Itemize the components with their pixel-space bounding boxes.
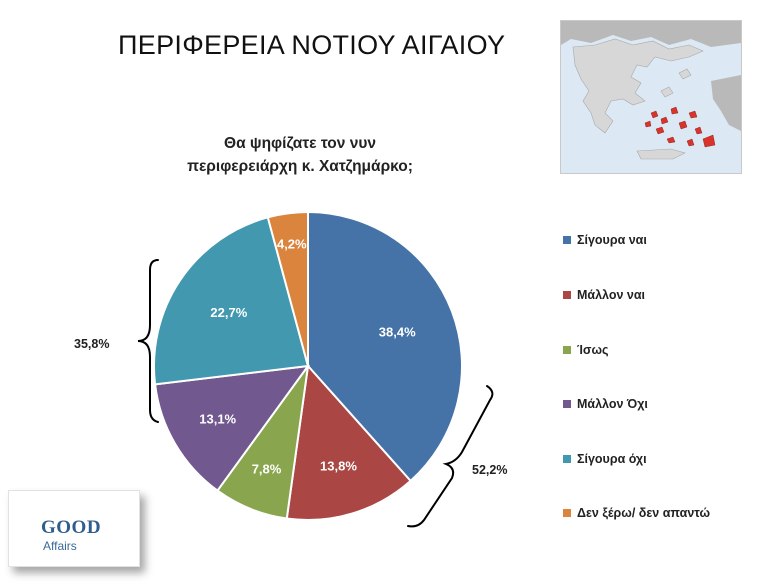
region-island bbox=[694, 126, 703, 135]
legend-label: Μάλλον Όχι bbox=[577, 397, 648, 411]
group-brace-negative bbox=[137, 259, 159, 423]
group-label-negative: 35,8% bbox=[74, 337, 110, 351]
legend-item-sigoura-ochi: Σίγουρα όχι bbox=[563, 451, 647, 467]
region-island bbox=[670, 106, 679, 115]
slice-den-ksero bbox=[266, 210, 309, 367]
region-island bbox=[650, 110, 659, 119]
legend-swatch bbox=[563, 509, 571, 517]
slice-sigoura-ochi bbox=[153, 216, 310, 386]
slice-data-label: 22,7% bbox=[210, 305, 247, 320]
page-title: ΠΕΡΙΦΕΡΕΙΑ ΝΟΤΙΟΥ ΑΙΓΑΙΟΥ bbox=[118, 30, 506, 60]
legend-label: Σίγουρα όχι bbox=[577, 452, 647, 466]
region-island-rhodes bbox=[702, 134, 716, 148]
neighbor-land bbox=[561, 21, 741, 47]
chart-title-line-2: περιφερειάρχη κ. Χατζημάρκο; bbox=[187, 158, 413, 175]
legend-item-mallon-nai: Μάλλον ναι bbox=[563, 287, 645, 303]
region-island bbox=[688, 110, 698, 119]
legend-swatch bbox=[563, 291, 571, 299]
crete bbox=[636, 148, 686, 160]
region-island bbox=[644, 120, 652, 128]
group-label-positive: 52,2% bbox=[472, 463, 508, 477]
slice-mallon-nai bbox=[285, 363, 412, 521]
legend-item-mallon-ochi: Μάλλον Όχι bbox=[563, 396, 648, 412]
greece-map-image bbox=[561, 21, 741, 160]
slice-mallon-ochi bbox=[153, 364, 311, 492]
legend-swatch bbox=[563, 346, 571, 354]
region-island bbox=[678, 120, 688, 130]
legend-label: Σίγουρα ναι bbox=[577, 233, 647, 247]
legend-label: Δεν ξέρω/ δεν απαντώ bbox=[577, 506, 711, 520]
slice-data-label: 13,8% bbox=[320, 459, 357, 474]
mainland bbox=[572, 38, 704, 134]
region-island bbox=[660, 116, 669, 125]
chart-title-line-1: Θα ψηφίζατε τον νυν bbox=[224, 135, 376, 152]
slice-data-label: 13,1% bbox=[199, 412, 236, 427]
island bbox=[678, 68, 692, 80]
legend-swatch bbox=[563, 455, 571, 463]
legend-item-sigoura-nai: Σίγουρα ναι bbox=[563, 232, 647, 248]
slice-data-label: 4,2% bbox=[277, 236, 307, 251]
region-island bbox=[655, 126, 665, 135]
slice-data-label: 38,4% bbox=[379, 324, 416, 339]
chart-title: Θα ψηφίζατε τον νυν περιφερειάρχη κ. Χατ… bbox=[150, 132, 450, 178]
region-island bbox=[686, 138, 695, 147]
legend-swatch bbox=[563, 236, 571, 244]
legend-label: Μάλλον ναι bbox=[577, 288, 646, 302]
legend-label: Ίσως bbox=[577, 343, 609, 357]
slice-isos bbox=[216, 365, 309, 520]
island bbox=[660, 86, 674, 98]
slice-data-label: 7,8% bbox=[252, 461, 282, 476]
region-island bbox=[666, 136, 676, 144]
logo-text-top: GOOD bbox=[41, 517, 102, 538]
slice-sigoura-nai bbox=[307, 210, 463, 483]
logo-text-bottom: Affairs bbox=[43, 539, 77, 553]
legend-swatch bbox=[563, 400, 571, 408]
neighbor-land-east bbox=[711, 75, 741, 131]
legend-item-den-ksero: Δεν ξέρω/ δεν απαντώ bbox=[563, 505, 710, 521]
region-map bbox=[560, 20, 742, 174]
legend-item-isos: Ίσως bbox=[563, 342, 609, 358]
good-affairs-logo: GOOD Affairs bbox=[8, 490, 140, 567]
group-brace-positive bbox=[407, 385, 494, 528]
